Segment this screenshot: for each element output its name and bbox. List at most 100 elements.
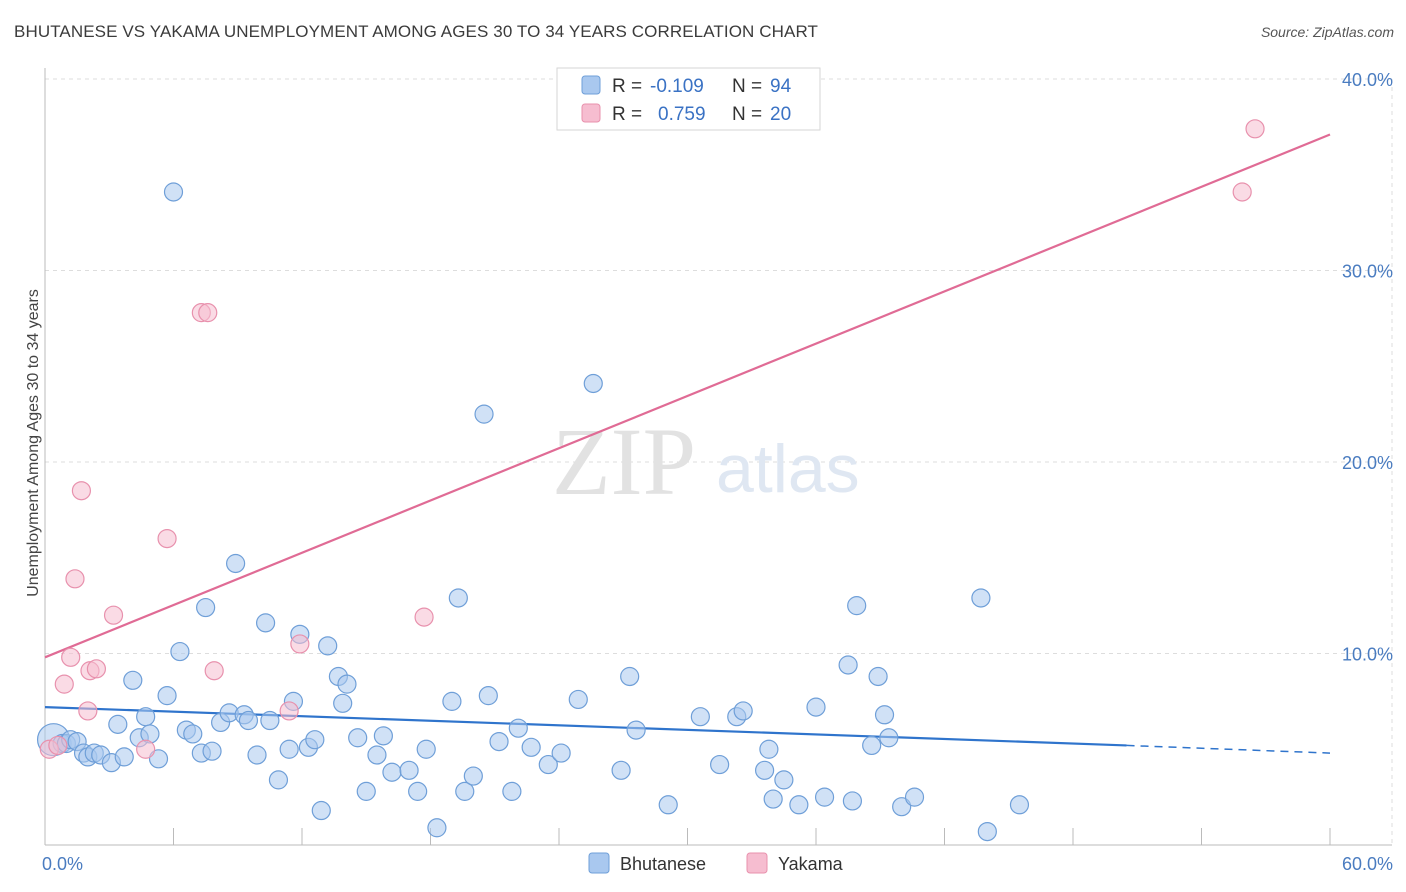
legend-swatch-yakama (581, 103, 601, 123)
point-bhutanese-38 (305, 730, 325, 750)
point-bhutanese-65 (568, 689, 588, 710)
point-bhutanese-11 (114, 747, 134, 767)
point-yakama-4 (65, 569, 85, 589)
point-bhutanese-17 (157, 686, 177, 706)
point-bhutanese-29 (238, 710, 259, 731)
legend-r-value-yakama: 0.759 (658, 104, 706, 125)
legend-n-label-yakama: N = (732, 104, 762, 125)
watermark-zip: ZIP (552, 408, 696, 515)
point-bhutanese-50 (408, 781, 428, 801)
series-yakama (39, 119, 1265, 759)
point-bhutanese-18 (163, 182, 184, 202)
watermark: ZIP atlas (552, 408, 860, 515)
point-bhutanese-75 (754, 760, 775, 780)
y-axis-label: Unemployment Among Ages 30 to 34 years (25, 289, 42, 597)
trend-line-bhutanese-extension (1126, 744, 1331, 754)
point-bhutanese-52 (427, 818, 447, 838)
data-points (36, 119, 1265, 842)
point-bhutanese-59 (489, 731, 509, 752)
trend-line-bhutanese (44, 706, 1127, 747)
point-bhutanese-57 (474, 404, 494, 424)
point-bhutanese-92 (977, 821, 997, 842)
trend-line-yakama (44, 133, 1331, 659)
chart-source: Source: ZipAtlas.com (1260, 24, 1394, 40)
series-legend: Bhutanese Yakama (588, 852, 844, 874)
bottom-legend-swatch-yakama (746, 852, 768, 874)
point-bhutanese-16 (148, 749, 169, 769)
point-bhutanese-55 (455, 781, 475, 801)
point-bhutanese-40 (318, 636, 338, 656)
point-bhutanese-90 (904, 787, 925, 807)
point-bhutanese-58 (478, 686, 498, 706)
point-bhutanese-14 (136, 707, 156, 727)
legend-r-value-bhutanese: -0.109 (650, 76, 704, 97)
y-tick-label-30: 30.0% (1342, 262, 1393, 282)
point-bhutanese-76 (759, 739, 779, 759)
point-bhutanese-31 (255, 613, 276, 633)
point-yakama-18 (1232, 182, 1252, 202)
point-bhutanese-33 (268, 770, 289, 790)
point-bhutanese-56 (463, 766, 483, 786)
legend-n-value-yakama: 20 (770, 104, 791, 125)
series-bhutanese (36, 182, 1030, 842)
point-bhutanese-69 (626, 720, 646, 740)
point-bhutanese-61 (508, 718, 528, 738)
point-yakama-15 (279, 701, 299, 721)
point-bhutanese-80 (806, 697, 826, 717)
legend-n-label-bhutanese: N = (732, 76, 762, 97)
point-bhutanese-49 (399, 760, 419, 780)
point-yakama-1 (48, 735, 68, 756)
point-bhutanese-64 (551, 743, 571, 763)
point-bhutanese-63 (538, 754, 558, 775)
tick-labels: 10.0% 20.0% 30.0% 40.0% 0.0% 60.0% (42, 70, 1393, 874)
point-bhutanese-10 (108, 714, 128, 734)
point-yakama-14 (204, 661, 224, 681)
point-bhutanese-68 (620, 666, 640, 687)
point-bhutanese-21 (183, 724, 203, 744)
point-bhutanese-78 (774, 770, 794, 790)
point-yakama-16 (290, 634, 310, 654)
point-yakama-5 (71, 481, 92, 501)
point-bhutanese-46 (367, 745, 387, 765)
point-bhutanese-39 (311, 800, 331, 821)
point-bhutanese-87 (874, 705, 895, 725)
point-bhutanese-77 (763, 789, 783, 809)
point-bhutanese-84 (847, 596, 867, 616)
point-bhutanese-83 (842, 791, 863, 811)
point-bhutanese-91 (971, 588, 991, 608)
point-bhutanese-45 (356, 781, 376, 801)
bottom-legend-label-bhutanese: Bhutanese (620, 854, 706, 874)
point-bhutanese-27 (226, 553, 246, 574)
point-bhutanese-53 (442, 691, 462, 711)
point-bhutanese-51 (416, 739, 436, 759)
point-yakama-6 (78, 701, 98, 721)
point-bhutanese-42 (333, 693, 353, 713)
point-yakama-11 (157, 528, 177, 549)
point-bhutanese-66 (583, 373, 603, 394)
point-bhutanese-23 (196, 597, 216, 618)
point-bhutanese-86 (868, 666, 888, 687)
point-bhutanese-81 (814, 787, 835, 807)
bottom-legend-swatch-bhutanese (588, 852, 610, 874)
point-yakama-9 (103, 605, 124, 625)
point-bhutanese-93 (1009, 795, 1030, 815)
point-bhutanese-43 (337, 674, 357, 694)
chart-title: BHUTANESE VS YAKAMA UNEMPLOYMENT AMONG A… (14, 22, 818, 41)
point-bhutanese-19 (170, 641, 190, 662)
watermark-atlas: atlas (716, 431, 860, 507)
point-bhutanese-34 (279, 739, 299, 759)
point-bhutanese-47 (373, 726, 393, 746)
gridlines (45, 78, 1393, 845)
point-bhutanese-62 (521, 737, 541, 757)
legend-r-label-bhutanese: R = (612, 76, 642, 97)
y-tick-label-10: 10.0% (1342, 645, 1393, 665)
y-tick-label-40: 40.0% (1342, 70, 1393, 90)
point-yakama-19 (1245, 119, 1265, 139)
point-yakama-17 (414, 607, 434, 627)
point-bhutanese-60 (502, 781, 522, 801)
point-yakama-2 (54, 674, 74, 694)
y-tick-label-20: 20.0% (1342, 453, 1393, 473)
point-bhutanese-85 (862, 735, 882, 756)
point-bhutanese-54 (448, 588, 468, 608)
